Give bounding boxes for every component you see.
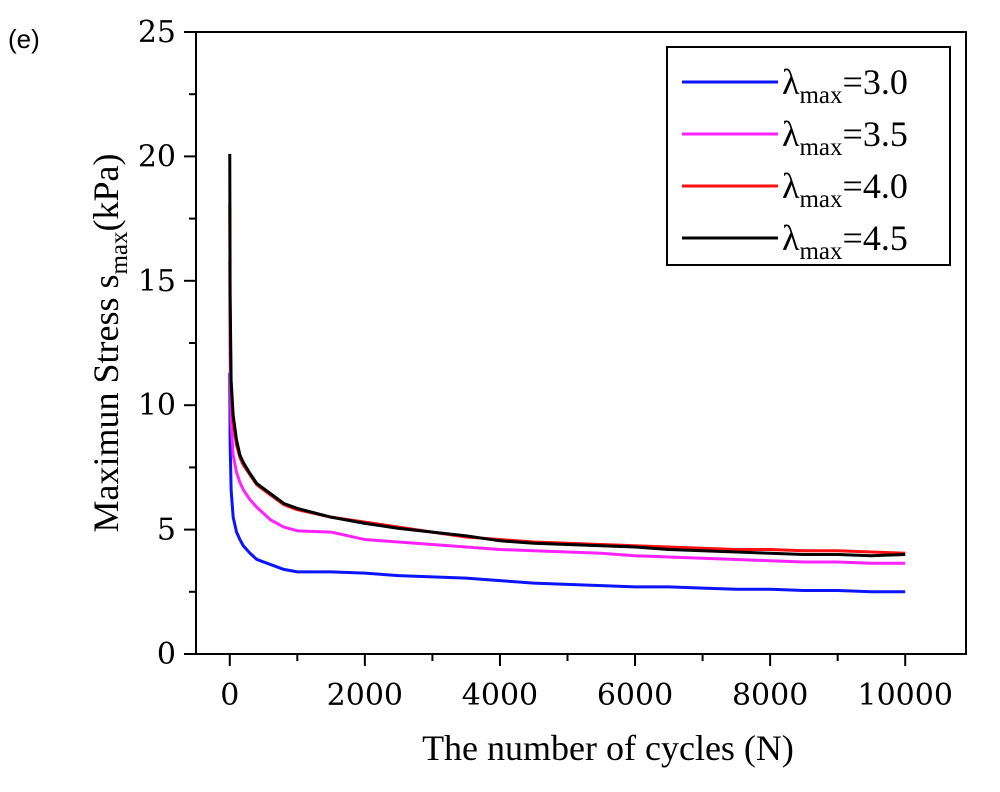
y-axis-title-unit: (kPa)	[86, 153, 126, 231]
x-tick-label: 8000	[732, 678, 808, 713]
legend: λmax=3.0 λmax=3.5 λmax=4.0 λmax=4.5	[666, 46, 951, 266]
series-line-1	[228, 372, 906, 594]
legend-label-4: λmax=4.5	[782, 218, 908, 265]
y-tick-label: 20	[138, 139, 176, 174]
y-axis: 0 5 10 15 20 25	[138, 15, 196, 672]
panel-label: (e)	[8, 24, 40, 54]
y-axis-title: Maximun Stress smax(kPa)	[86, 153, 133, 532]
y-tick-label: 15	[138, 264, 176, 299]
x-tick-label: 6000	[597, 678, 673, 713]
series-layer	[228, 153, 906, 594]
y-tick-label: 10	[138, 388, 176, 423]
legend-label-1: λmax=3.0	[782, 62, 908, 109]
x-tick-label: 4000	[462, 678, 538, 713]
series-line-2	[228, 260, 906, 565]
legend-label-3: λmax=4.0	[782, 166, 908, 213]
y-tick-label: 0	[157, 637, 176, 672]
x-tick-label: 10000	[857, 678, 952, 713]
x-axis-title: The number of cycles (N)	[422, 728, 794, 768]
x-tick-label: 2000	[327, 678, 403, 713]
x-axis: 0 2000 4000 6000 8000 10000	[220, 654, 953, 713]
y-tick-label: 25	[138, 15, 176, 50]
y-axis-title-sub: max	[106, 231, 133, 275]
legend-label-2: λmax=3.5	[782, 114, 908, 161]
y-tick-label: 5	[157, 513, 176, 548]
y-axis-title-main: Maximun Stress s	[86, 275, 126, 533]
series-line-4	[228, 153, 906, 558]
x-tick-label: 0	[220, 678, 239, 713]
